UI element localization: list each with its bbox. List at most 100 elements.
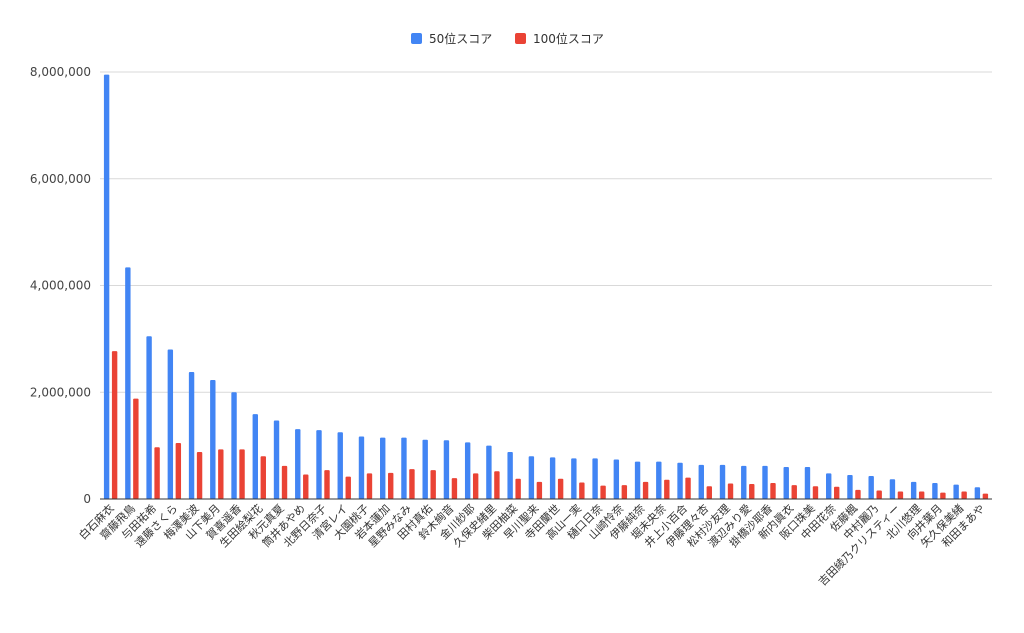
bar-score-50 bbox=[231, 392, 237, 499]
bar-score-100 bbox=[727, 483, 734, 499]
bar-score-100 bbox=[961, 491, 967, 499]
y-tick-label: 4,000,000 bbox=[30, 279, 91, 293]
bar-score-100 bbox=[175, 442, 182, 499]
bar-score-100 bbox=[303, 474, 309, 499]
bar-score-100 bbox=[260, 456, 266, 499]
legend-swatch bbox=[411, 33, 422, 44]
grid-lines bbox=[100, 71, 992, 393]
bar-score-100 bbox=[749, 484, 755, 499]
bar-score-50 bbox=[974, 487, 981, 499]
y-tick-label: 0 bbox=[83, 492, 91, 506]
bar-score-50 bbox=[804, 466, 811, 499]
bar-score-100 bbox=[621, 485, 628, 499]
y-tick-label: 6,000,000 bbox=[30, 172, 91, 186]
bar-score-50 bbox=[826, 473, 832, 499]
bar-score-50 bbox=[571, 458, 577, 499]
bar-score-50 bbox=[953, 484, 959, 499]
legend-item: 50位スコア bbox=[411, 31, 492, 46]
bar-score-100 bbox=[918, 491, 925, 499]
bar-score-50 bbox=[698, 464, 704, 499]
bar-score-50 bbox=[358, 436, 365, 499]
bar-score-50 bbox=[443, 440, 450, 499]
bar-score-50 bbox=[486, 445, 492, 499]
bar-score-50 bbox=[401, 437, 407, 499]
legend: 50位スコア 100位スコア bbox=[411, 31, 604, 46]
bar-score-50 bbox=[656, 461, 662, 499]
legend-swatch bbox=[515, 33, 526, 44]
bar-score-100 bbox=[579, 482, 585, 499]
bar-score-100 bbox=[834, 486, 840, 499]
bar-score-50 bbox=[103, 74, 110, 499]
bar-score-50 bbox=[380, 437, 386, 499]
bar-score-50 bbox=[868, 476, 874, 499]
bar-score-100 bbox=[706, 486, 712, 499]
bar-score-100 bbox=[982, 493, 989, 499]
bar-score-50 bbox=[783, 466, 789, 499]
bar-score-100 bbox=[791, 485, 797, 499]
bar-score-100 bbox=[664, 479, 670, 499]
bar-score-100 bbox=[133, 398, 139, 499]
bar-score-100 bbox=[154, 447, 160, 499]
y-axis-ticks: 0 2,000,000 4,000,000 6,000,000 8,000,000 bbox=[30, 65, 91, 506]
x-axis-labels: 白石麻衣齋藤飛鳥与田祐希遠藤さくら梅澤美波山下美月賀喜遥香生田絵梨花秋元真夏筒井… bbox=[76, 501, 988, 588]
bar-score-50 bbox=[528, 456, 535, 499]
bar-score-50 bbox=[549, 457, 556, 499]
bar-score-50 bbox=[889, 479, 896, 499]
bar-score-100 bbox=[536, 481, 543, 499]
bar-score-50 bbox=[273, 420, 280, 499]
bar-score-100 bbox=[111, 351, 118, 499]
bar-score-50 bbox=[613, 459, 620, 499]
bar-score-100 bbox=[855, 489, 861, 499]
legend-item: 100位スコア bbox=[515, 31, 604, 46]
bar-score-100 bbox=[472, 473, 479, 499]
bar-score-50 bbox=[210, 379, 216, 499]
bar-score-50 bbox=[464, 442, 471, 499]
bar-score-50 bbox=[910, 481, 917, 499]
bar-score-100 bbox=[812, 486, 819, 499]
bar-score-50 bbox=[316, 430, 322, 499]
bar-score-50 bbox=[146, 336, 152, 499]
bar-score-100 bbox=[897, 491, 904, 499]
bar-score-50 bbox=[762, 465, 768, 499]
bar-score-50 bbox=[847, 474, 853, 499]
bar-score-100 bbox=[494, 471, 500, 499]
bar-score-100 bbox=[345, 476, 351, 499]
bar-score-50 bbox=[167, 349, 174, 499]
bar-score-100 bbox=[770, 482, 776, 499]
bar-score-100 bbox=[409, 469, 415, 499]
bar-score-100 bbox=[281, 465, 288, 499]
bar-score-100 bbox=[515, 478, 521, 499]
legend-label: 100位スコア bbox=[533, 31, 604, 46]
bar-score-100 bbox=[366, 473, 373, 499]
bar-score-100 bbox=[324, 470, 330, 499]
bar-score-100 bbox=[642, 481, 649, 499]
bar-score-50 bbox=[677, 462, 683, 499]
bar-score-100 bbox=[388, 472, 394, 499]
bar-score-100 bbox=[685, 477, 691, 499]
bars bbox=[103, 74, 989, 499]
y-tick-label: 8,000,000 bbox=[30, 65, 91, 79]
bar-score-100 bbox=[430, 470, 436, 499]
bar-score-50 bbox=[719, 464, 726, 499]
bar-score-100 bbox=[239, 449, 245, 499]
bar-score-50 bbox=[592, 458, 598, 499]
bar-score-100 bbox=[218, 449, 224, 499]
bar-score-50 bbox=[125, 267, 131, 499]
bar-score-100 bbox=[600, 485, 606, 499]
legend-label: 50位スコア bbox=[429, 31, 492, 46]
y-tick-label: 2,000,000 bbox=[30, 385, 91, 399]
bar-score-100 bbox=[451, 478, 458, 499]
bar-score-100 bbox=[940, 492, 946, 499]
bar-score-50 bbox=[634, 461, 641, 499]
bar-score-100 bbox=[196, 452, 203, 499]
bar-score-50 bbox=[741, 465, 747, 499]
bar-score-50 bbox=[422, 439, 428, 499]
bar-score-50 bbox=[295, 429, 301, 499]
bar-score-50 bbox=[188, 371, 195, 499]
bar-score-100 bbox=[876, 490, 882, 499]
bar-score-50 bbox=[507, 452, 513, 499]
bar-score-50 bbox=[932, 482, 938, 499]
bar-score-50 bbox=[252, 414, 258, 499]
